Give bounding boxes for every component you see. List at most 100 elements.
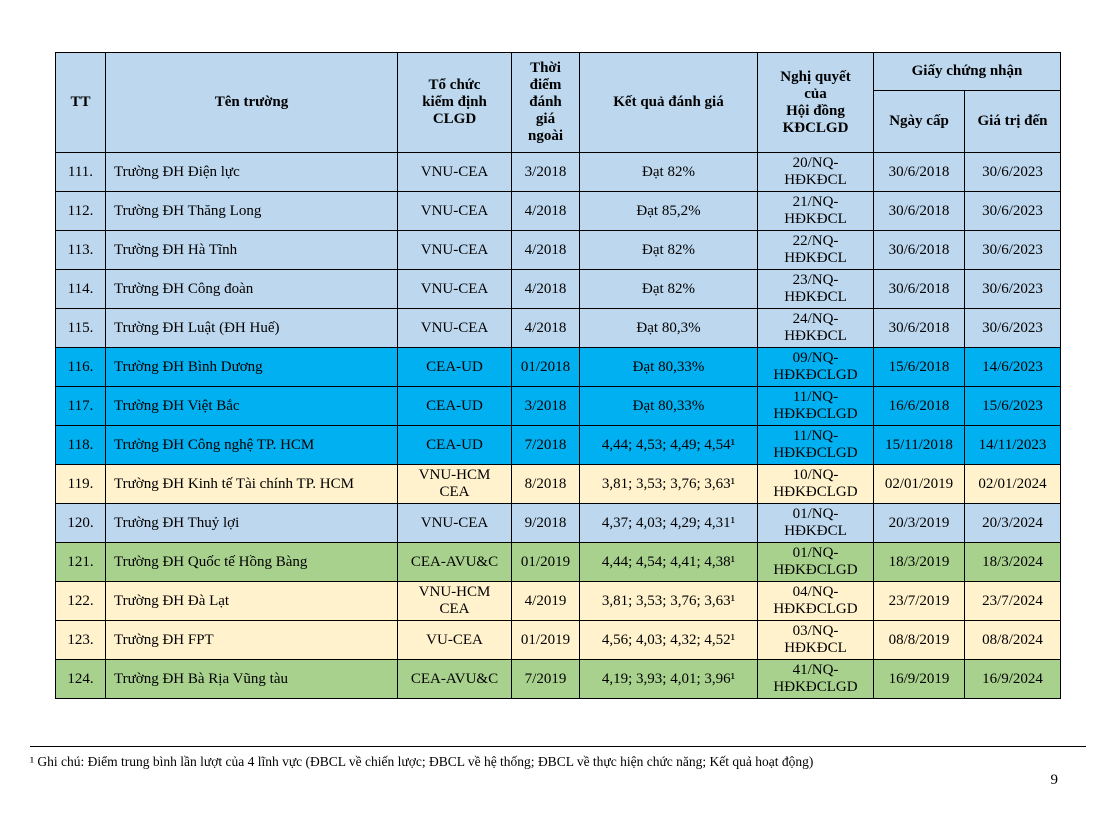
cell-result: Đạt 85,2% [579,191,758,231]
cell-tt: 124. [55,659,106,699]
cell-result: 4,19; 3,93; 4,01; 3,96¹ [579,659,758,699]
cell-eval-time: 01/2019 [511,620,580,660]
cell-resolution: 41/NQ- HĐKĐCLGD [757,659,874,699]
table-row: 118. Trường ĐH Công nghệ TP. HCM CEA-UD … [55,425,1061,465]
cell-school-name: Trường ĐH Kinh tế Tài chính TP. HCM [105,464,398,504]
header-resolution: Nghị quyết của Hội đồng KĐCLGD [757,52,874,153]
cell-result: 4,37; 4,03; 4,29; 4,31¹ [579,503,758,543]
cell-issue-date: 15/11/2018 [873,425,965,465]
header-result: Kết quả đánh giá [579,52,758,153]
header-row-1: TT Tên trường Tổ chức kiểm định CLGD Thờ… [55,52,1061,153]
cell-valid-until: 14/11/2023 [964,425,1061,465]
cell-tt: 117. [55,386,106,426]
cell-valid-until: 14/6/2023 [964,347,1061,387]
table-row: 116. Trường ĐH Bình Dương CEA-UD 01/2018… [55,347,1061,387]
header-certificate: Giấy chứng nhận [873,52,1061,91]
cell-school-name: Trường ĐH Điện lực [105,152,398,192]
cell-school-name: Trường ĐH Thuỷ lợi [105,503,398,543]
header-row-2: Ngày cấp Giá trị đến [56,90,1061,153]
cell-tt: 119. [55,464,106,504]
cell-resolution: 20/NQ- HĐKĐCL [757,152,874,192]
cell-valid-until: 15/6/2023 [964,386,1061,426]
cell-accreditor: CEA-UD [397,425,512,465]
cell-resolution: 22/NQ- HĐKĐCL [757,230,874,270]
cell-school-name: Trường ĐH Hà Tĩnh [105,230,398,270]
header-eval-time: Thời điểm đánh giá ngoài [511,52,580,153]
cell-school-name: Trường ĐH Công đoàn [105,269,398,309]
cell-school-name: Trường ĐH Luật (ĐH Huế) [105,308,398,348]
table-row: 112. Trường ĐH Thăng Long VNU-CEA 4/2018… [55,191,1061,231]
cell-valid-until: 18/3/2024 [964,542,1061,582]
cell-school-name: Trường ĐH Quốc tế Hồng Bàng [105,542,398,582]
header-school-name: Tên trường [105,52,398,153]
cell-issue-date: 30/6/2018 [873,269,965,309]
cell-accreditor: CEA-AVU&C [397,659,512,699]
header-accreditor: Tổ chức kiểm định CLGD [397,52,512,153]
cell-result: Đạt 80,33% [579,347,758,387]
cell-eval-time: 4/2018 [511,191,580,231]
table-row: 117. Trường ĐH Việt Bắc CEA-UD 3/2018 Đạ… [55,386,1061,426]
table-row: 119. Trường ĐH Kinh tế Tài chính TP. HCM… [55,464,1061,504]
cell-accreditor: VNU-CEA [397,152,512,192]
header-issue-date: Ngày cấp [873,90,965,153]
cell-result: Đạt 80,33% [579,386,758,426]
cell-valid-until: 20/3/2024 [964,503,1061,543]
cell-eval-time: 4/2018 [511,269,580,309]
cell-resolution: 21/NQ- HĐKĐCL [757,191,874,231]
cell-tt: 123. [55,620,106,660]
cell-accreditor: VNU-HCM CEA [397,581,512,621]
cell-valid-until: 30/6/2023 [964,230,1061,270]
cell-resolution: 04/NQ- HĐKĐCLGD [757,581,874,621]
page-number: 9 [1050,772,1059,788]
cell-tt: 116. [55,347,106,387]
header-tt: TT [55,52,106,153]
cell-valid-until: 30/6/2023 [964,269,1061,309]
cell-accreditor: CEA-UD [397,386,512,426]
cell-eval-time: 9/2018 [511,503,580,543]
table-row: 120. Trường ĐH Thuỷ lợi VNU-CEA 9/2018 4… [55,503,1061,543]
cell-result: 4,56; 4,03; 4,32; 4,52¹ [579,620,758,660]
cell-resolution: 11/NQ- HĐKĐCLGD [757,386,874,426]
cell-eval-time: 3/2018 [511,386,580,426]
cell-valid-until: 30/6/2023 [964,308,1061,348]
cell-tt: 122. [55,581,106,621]
cell-resolution: 23/NQ- HĐKĐCL [757,269,874,309]
cell-issue-date: 18/3/2019 [873,542,965,582]
cell-issue-date: 02/01/2019 [873,464,965,504]
cell-accreditor: VNU-CEA [397,230,512,270]
table-header: TT Tên trường Tổ chức kiểm định CLGD Thờ… [55,52,1061,153]
cell-resolution: 01/NQ- HĐKĐCLGD [757,542,874,582]
cell-accreditor: VNU-CEA [397,191,512,231]
cell-valid-until: 02/01/2024 [964,464,1061,504]
cell-valid-until: 08/8/2024 [964,620,1061,660]
cell-tt: 111. [55,152,106,192]
cell-eval-time: 4/2018 [511,230,580,270]
cell-accreditor: CEA-AVU&C [397,542,512,582]
cell-accreditor: VNU-CEA [397,503,512,543]
cell-school-name: Trường ĐH Đà Lạt [105,581,398,621]
cell-valid-until: 30/6/2023 [964,152,1061,192]
accreditation-table: TT Tên trường Tổ chức kiểm định CLGD Thờ… [55,52,1061,699]
cell-resolution: 11/NQ- HĐKĐCLGD [757,425,874,465]
cell-tt: 118. [55,425,106,465]
footnote-text: ¹ Ghi chú: Điểm trung bình lần lượt của … [30,754,814,769]
cell-issue-date: 08/8/2019 [873,620,965,660]
table-row: 121. Trường ĐH Quốc tế Hồng Bàng CEA-AVU… [55,542,1061,582]
cell-eval-time: 01/2019 [511,542,580,582]
cell-result: Đạt 82% [579,152,758,192]
cell-valid-until: 16/9/2024 [964,659,1061,699]
cell-result: 4,44; 4,54; 4,41; 4,38¹ [579,542,758,582]
cell-issue-date: 15/6/2018 [873,347,965,387]
cell-tt: 113. [55,230,106,270]
cell-accreditor: VNU-CEA [397,269,512,309]
cell-eval-time: 4/2019 [511,581,580,621]
footnote-separator [30,746,1086,747]
cell-issue-date: 30/6/2018 [873,308,965,348]
cell-resolution: 01/NQ- HĐKĐCL [757,503,874,543]
cell-eval-time: 7/2019 [511,659,580,699]
cell-eval-time: 01/2018 [511,347,580,387]
cell-school-name: Trường ĐH Bà Rịa Vũng tàu [105,659,398,699]
cell-school-name: Trường ĐH FPT [105,620,398,660]
cell-tt: 115. [55,308,106,348]
cell-result: Đạt 82% [579,230,758,270]
